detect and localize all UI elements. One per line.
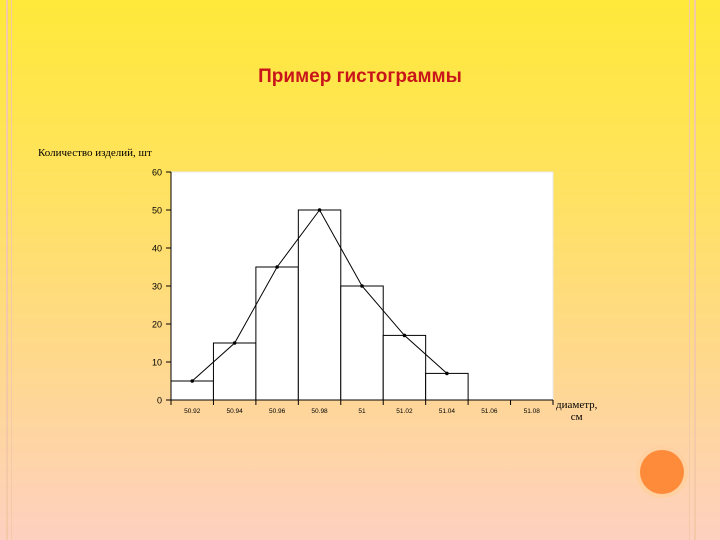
- y-tick-label-30: 30: [152, 282, 162, 292]
- polygon-point-6: [445, 371, 449, 376]
- y-tick-label-50: 50: [152, 206, 162, 216]
- y-tick-label-20: 20: [152, 320, 162, 330]
- left-border-line-inner: [11, 0, 12, 540]
- polygon-point-0: [190, 379, 195, 383]
- bar-51.04: [425, 372, 469, 401]
- polygon-point-4: [360, 284, 364, 288]
- x-axis-label-line1: диаметр,: [556, 399, 598, 411]
- y-tick-label-40: 40: [152, 244, 162, 254]
- y-tick-label-60: 60: [152, 168, 162, 178]
- polygon-point-5: [402, 333, 407, 338]
- x-tick-label-51.08: 51.08: [524, 408, 541, 415]
- polygon-point-3: [317, 208, 322, 212]
- left-border-line: [6, 0, 8, 540]
- x-axis-label: диаметр, см: [556, 399, 597, 423]
- x-tick-label-51: 51: [358, 408, 366, 415]
- right-border-line-inner: [689, 0, 690, 540]
- x-tick-label-50.94: 50.94: [227, 408, 244, 415]
- x-tick-label-50.92: 50.92: [184, 408, 201, 415]
- bar-51.02: [382, 334, 427, 401]
- bar-51: [340, 285, 384, 401]
- bar-50.94: [212, 342, 257, 401]
- y-axis-label: Количество изделий, шт: [38, 147, 152, 159]
- decor-circle: [640, 450, 684, 494]
- y-tick-label-10: 10: [152, 358, 162, 368]
- x-axis-label-line2: см: [570, 411, 583, 423]
- x-tick-label-50.98: 50.98: [311, 408, 328, 415]
- polygon-point-1: [232, 341, 237, 345]
- x-tick-label-51.04: 51.04: [439, 408, 456, 415]
- right-border-line: [694, 0, 696, 540]
- x-tick-label-50.96: 50.96: [269, 408, 286, 415]
- x-tick-label-51.06: 51.06: [481, 408, 498, 415]
- polygon-point-2: [275, 265, 279, 269]
- y-tick-label-0: 0: [157, 396, 162, 406]
- bar-50.96: [255, 266, 299, 401]
- slide-title: Пример гистограммы: [258, 66, 462, 87]
- bar-50.92: [170, 380, 214, 401]
- plot-area: 0 10 20 30 40 50 60 50.92 50.94 50.96 50.98 51 51.02…: [152, 168, 554, 415]
- bar-50.98: [297, 209, 342, 401]
- x-tick-label-51.02: 51.02: [396, 408, 413, 415]
